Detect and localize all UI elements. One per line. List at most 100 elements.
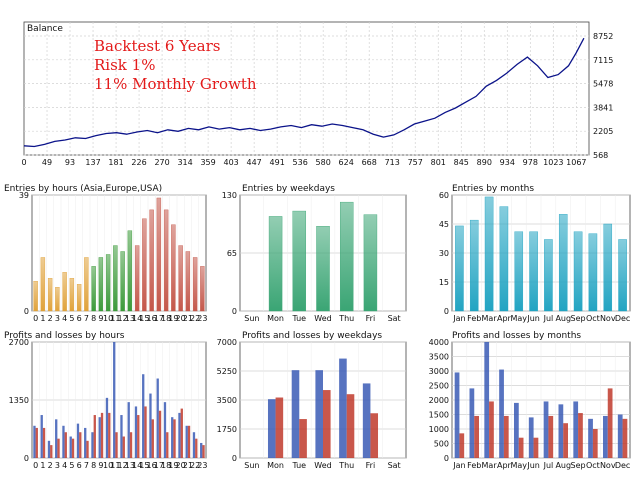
bar xyxy=(84,257,89,312)
bar-series-2 xyxy=(323,390,331,458)
y-tick-label: 1350 xyxy=(9,396,29,405)
bar xyxy=(514,231,524,312)
x-tick-label: Fri xyxy=(366,314,376,323)
bar xyxy=(69,278,75,312)
y-tick-label: 2205 xyxy=(593,127,613,136)
bar xyxy=(363,214,378,312)
x-tick-label: 17 xyxy=(154,461,164,470)
bar-series-1 xyxy=(339,358,347,458)
bar xyxy=(113,245,118,312)
x-tick-label: Jun xyxy=(526,314,540,323)
bar-series-2 xyxy=(151,419,154,458)
bar-series-2 xyxy=(548,415,554,458)
x-tick-label: Oct xyxy=(586,314,600,323)
x-tick-label: 17 xyxy=(154,314,164,323)
y-tick-label: 7000 xyxy=(217,338,237,347)
x-tick-label: 314 xyxy=(177,158,192,167)
chart-title: Profits and losses by months xyxy=(452,331,581,341)
x-tick-label: Tue xyxy=(291,314,306,323)
bar-series-2 xyxy=(108,412,111,458)
x-tick-label: 12 xyxy=(118,461,128,470)
bar-series-1 xyxy=(178,412,181,458)
x-tick-label: 14 xyxy=(132,314,142,323)
bar xyxy=(292,210,307,312)
bar xyxy=(163,209,169,312)
x-tick-label: 757 xyxy=(408,158,423,167)
bar-series-1 xyxy=(499,369,504,458)
bar-series-1 xyxy=(84,427,87,458)
bar-series-2 xyxy=(346,394,355,458)
x-tick-label: Feb xyxy=(467,461,481,470)
bar xyxy=(142,218,147,312)
chart-title: Entries by hours (Asia,Europe,USA) xyxy=(4,184,162,194)
x-tick-label: 15 xyxy=(139,314,149,323)
bar-series-2 xyxy=(144,406,147,458)
bar-series-2 xyxy=(474,415,479,458)
x-tick-label: 13 xyxy=(125,314,135,323)
bar-series-1 xyxy=(163,402,167,458)
bar xyxy=(558,214,568,312)
x-tick-label: 890 xyxy=(477,158,492,167)
bar xyxy=(618,239,627,312)
y-tick-label: 65 xyxy=(227,249,237,258)
bar xyxy=(47,278,53,312)
bar-series-1 xyxy=(543,401,549,458)
x-tick-label: Mar xyxy=(482,461,498,470)
x-tick-label: 845 xyxy=(454,158,469,167)
bar xyxy=(484,196,494,312)
x-tick-label: 137 xyxy=(85,158,100,167)
bar-series-1 xyxy=(120,415,123,458)
y-tick-label: 2500 xyxy=(429,382,449,391)
bar-series-1 xyxy=(134,406,138,458)
x-tick-label: Jul xyxy=(543,461,554,470)
x-tick-label: 713 xyxy=(385,158,400,167)
x-tick-label: Jun xyxy=(526,461,540,470)
bar-series-2 xyxy=(50,445,53,458)
chart-entries-weekdays: Entries by weekdays 130 65 0 Sun Mon Tue Wed Thu… xyxy=(222,184,407,323)
chart-title: Balance xyxy=(27,24,63,34)
x-tick-label: 6 xyxy=(77,461,82,470)
x-tick-label: Nov xyxy=(600,314,616,323)
x-tick-label: Mar xyxy=(482,314,498,323)
bar xyxy=(192,257,198,312)
x-tick-label: 11 xyxy=(110,314,120,323)
bar-series-2 xyxy=(79,432,82,458)
y-tick-label: 0 xyxy=(24,454,29,463)
bar-series-1 xyxy=(185,425,188,458)
chart-title: Entries by weekdays xyxy=(242,184,335,194)
bar-series-2 xyxy=(158,410,162,458)
bar xyxy=(455,225,464,312)
bar-series-2 xyxy=(187,425,191,458)
y-tick-label: 7115 xyxy=(593,56,613,65)
bar-series-1 xyxy=(40,415,43,458)
bar-series-2 xyxy=(35,427,38,458)
bar-series-1 xyxy=(267,399,276,458)
bar-series-1 xyxy=(603,415,608,458)
x-tick-label: Jan xyxy=(452,461,465,470)
x-tick-label: 1 xyxy=(40,461,45,470)
x-tick-label: May xyxy=(510,461,527,470)
x-tick-label: 12 xyxy=(118,314,128,323)
x-tick-label: 6 xyxy=(77,314,82,323)
x-tick-label: Sat xyxy=(388,461,401,470)
bar xyxy=(134,245,140,312)
x-tick-label: 20 xyxy=(176,314,186,323)
x-tick-label: 1067 xyxy=(566,158,586,167)
x-tick-label: 3 xyxy=(55,314,60,323)
bar-series-1 xyxy=(588,418,593,458)
y-tick-label: 3500 xyxy=(429,353,449,362)
x-tick-label: 403 xyxy=(223,158,238,167)
x-tick-label: Sep xyxy=(571,314,586,323)
x-tick-label: Tue xyxy=(291,461,306,470)
x-tick-label: 22 xyxy=(190,314,200,323)
y-tick-label: 39 xyxy=(19,191,29,200)
x-tick-label: 10 xyxy=(103,461,113,470)
x-tick-label: 16 xyxy=(147,461,157,470)
annotation-text: 11% Monthly Growth xyxy=(94,75,257,93)
x-tick-label: 20 xyxy=(176,461,186,470)
chart-pl-weekdays: Profits and losses by weekdays 7000 5250 35… xyxy=(217,331,407,470)
bar xyxy=(529,231,538,312)
